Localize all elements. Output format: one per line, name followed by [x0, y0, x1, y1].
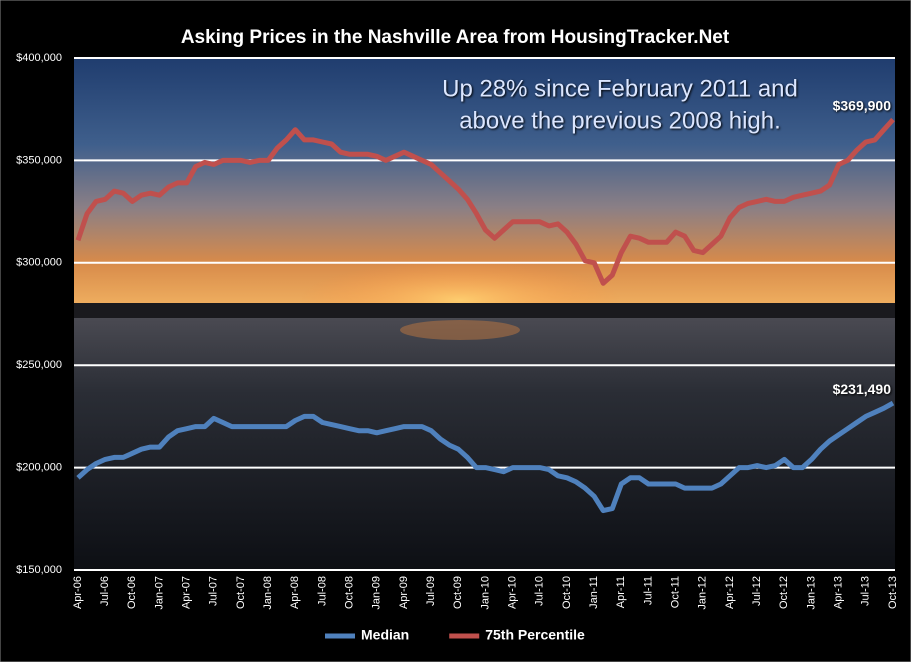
line	[75, 117, 895, 286]
y-tick-label: $250,000	[16, 359, 62, 371]
x-tick-label: Oct-07	[235, 576, 247, 609]
x-tick-label: Oct-06	[126, 576, 138, 609]
data-label: $369,900	[833, 97, 892, 113]
x-tick-label: Apr-09	[398, 576, 410, 609]
photo-background	[74, 57, 895, 570]
x-tick-label: Oct-11	[670, 576, 682, 608]
y-tick-label: $300,000	[16, 257, 62, 269]
y-tick-label: $150,000	[16, 564, 62, 576]
x-tick-label: Apr-12	[724, 576, 736, 609]
x-tick-label: Jan-13	[805, 576, 817, 610]
x-tick-label: Jul-08	[316, 576, 328, 606]
x-tick-label: Jan-12	[697, 576, 709, 610]
x-tick-label: Oct-09	[452, 576, 464, 609]
x-tick-label: Apr-08	[289, 576, 301, 609]
x-tick-label: Jul-09	[425, 576, 437, 606]
data-label: $231,490	[833, 381, 892, 397]
annotation: Up 28% since February 2011 and	[442, 75, 798, 102]
x-tick-label: Jul-10	[534, 576, 546, 606]
x-tick-label: Jan-08	[262, 576, 274, 610]
x-tick-label: Jan-10	[479, 576, 491, 610]
x-tick-label: Jan-09	[371, 576, 383, 610]
x-tick-label: Apr-11	[615, 576, 627, 608]
x-tick-label: Jul-12	[751, 576, 763, 606]
x-tick-label: Apr-07	[181, 576, 193, 609]
x-tick-label: Oct-13	[887, 576, 899, 609]
x-tick-label: Jul-07	[208, 576, 220, 606]
x-tick-label: Oct-08	[344, 576, 356, 609]
y-tick-label: $400,000	[16, 52, 62, 64]
x-tick-label: Jul-11	[642, 576, 654, 605]
chart-title: Asking Prices in the Nashville Area from…	[181, 27, 730, 48]
y-tick-label: $350,000	[16, 154, 62, 166]
x-tick-label: Oct-12	[778, 576, 790, 609]
x-tick-label: Apr-06	[72, 576, 84, 609]
legend-label: 75th Percentile	[485, 627, 585, 643]
annotation: above the previous 2008 high.	[459, 107, 781, 134]
x-tick-label: Oct-10	[561, 576, 573, 609]
y-tick-label: $200,000	[16, 462, 62, 474]
line	[76, 400, 895, 514]
x-tick-label: Apr-13	[833, 576, 845, 609]
x-tick-label: Jul-06	[99, 576, 111, 606]
x-tick-label: Apr-10	[507, 576, 519, 609]
legend-label: Median	[361, 627, 409, 643]
x-tick-label: Jan-07	[153, 576, 165, 610]
x-tick-label: Jul-13	[860, 576, 872, 606]
x-tick-label: Jan-11	[588, 576, 600, 609]
